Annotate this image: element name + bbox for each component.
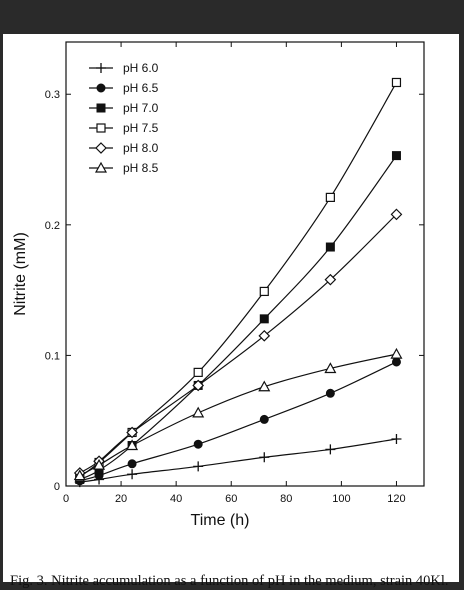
data-point-series-2-6: [391, 151, 401, 161]
x-tick-label: 0: [63, 493, 69, 505]
legend-label-1: pH 6.5: [123, 81, 159, 95]
data-point-series-3-4: [259, 286, 269, 297]
data-point-series-4-3: [192, 379, 205, 392]
data-point-series-5-2: [126, 439, 139, 451]
data-point-series-4-2: [126, 426, 138, 439]
x-tick-label: 40: [170, 493, 182, 505]
data-point-series-4-4: [258, 329, 271, 342]
data-point-series-5-3: [192, 406, 205, 418]
data-point-series-5-0: [73, 469, 86, 481]
legend-marker-4: [95, 142, 107, 154]
data-point-series-0-4: [259, 452, 270, 463]
legend-label-5: pH 8.5: [123, 161, 159, 175]
data-point-series-1-5: [325, 388, 335, 398]
legend-marker-3: [96, 123, 106, 133]
data-point-series-5-1: [93, 458, 106, 470]
series-line-0: [79, 438, 397, 483]
data-point-series-1-6: [391, 357, 401, 367]
x-tick-label: 20: [115, 493, 127, 505]
series-line-4: [79, 213, 397, 474]
data-point-series-1-3: [193, 439, 203, 449]
data-point-series-0-2: [127, 469, 138, 480]
y-axis-label: Nitrite (mM): [12, 232, 29, 316]
x-tick-label: 100: [332, 493, 350, 505]
legend-marker-5: [94, 161, 108, 173]
data-point-series-0-5: [325, 444, 336, 455]
y-tick-label: 0.1: [45, 350, 60, 362]
nitrite-chart: 0 20 40 60 80 100 120 0 0.1 0.2 0.3 pH 6.0 pH 6.5 pH…: [12, 41, 425, 529]
data-point-series-1-4: [259, 414, 269, 424]
legend-label-4: pH 8.0: [123, 141, 159, 155]
legend-marker-0: [96, 63, 106, 73]
data-point-series-2-4: [259, 314, 269, 324]
series-line-5: [79, 353, 397, 477]
x-tick-label: 60: [225, 493, 237, 505]
x-tick-label: 120: [387, 493, 405, 505]
legend-label-2: pH 7.0: [123, 101, 159, 115]
y-tick-label: 0.3: [45, 89, 60, 101]
x-axis-label: Time (h): [191, 512, 250, 529]
y-tick-label: 0: [54, 481, 60, 493]
data-point-series-4-6: [390, 208, 403, 221]
figure-caption: Fig. 3. Nitrite accumulation as a functi…: [10, 573, 449, 589]
data-point-series-2-5: [325, 242, 335, 252]
figure-page: 0 20 40 60 80 100 120 0 0.1 0.2 0.3 pH 6.0 pH 6.5 pH…: [3, 34, 459, 589]
data-point-series-0-3: [193, 461, 204, 472]
data-point-series-3-3: [193, 367, 203, 377]
legend-label-0: pH 6.0: [123, 61, 159, 75]
y-tick-label: 0.2: [45, 220, 60, 232]
x-tick-label: 80: [280, 493, 292, 505]
data-point-series-3-5: [325, 192, 335, 202]
legend-label-3: pH 7.5: [123, 121, 159, 135]
legend-marker-2: [96, 103, 106, 113]
data-point-series-5-5: [324, 362, 337, 374]
data-point-series-1-2: [127, 459, 137, 469]
data-point-series-5-6: [390, 347, 403, 359]
data-point-series-3-6: [391, 77, 402, 88]
plot-frame: [65, 41, 425, 487]
series-line-1: [79, 361, 397, 482]
data-point-series-5-4: [258, 380, 271, 392]
data-point-series-0-6: [391, 433, 402, 444]
series-line-2: [79, 155, 397, 481]
data-point-series-4-5: [324, 273, 337, 286]
legend-marker-1: [96, 83, 106, 93]
